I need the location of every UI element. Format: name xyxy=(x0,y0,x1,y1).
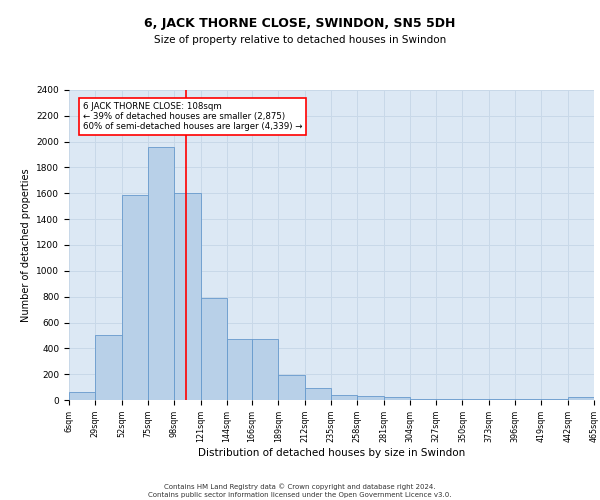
Bar xyxy=(95,336,122,400)
Bar xyxy=(331,396,357,400)
Text: Contains HM Land Registry data © Crown copyright and database right 2024.
Contai: Contains HM Land Registry data © Crown c… xyxy=(148,484,452,498)
Text: Size of property relative to detached houses in Swindon: Size of property relative to detached ho… xyxy=(154,35,446,45)
Bar xyxy=(568,398,594,400)
Bar xyxy=(278,375,305,400)
Bar xyxy=(174,194,200,400)
Y-axis label: Number of detached properties: Number of detached properties xyxy=(21,168,31,322)
Bar xyxy=(383,398,410,400)
Bar xyxy=(148,147,174,400)
Bar xyxy=(227,340,252,400)
Bar xyxy=(122,194,148,400)
Text: 6 JACK THORNE CLOSE: 108sqm
← 39% of detached houses are smaller (2,875)
60% of : 6 JACK THORNE CLOSE: 108sqm ← 39% of det… xyxy=(83,102,302,132)
Bar xyxy=(357,396,383,400)
Bar xyxy=(200,298,227,400)
Bar xyxy=(69,392,95,400)
Bar xyxy=(305,388,331,400)
Bar xyxy=(252,340,278,400)
X-axis label: Distribution of detached houses by size in Swindon: Distribution of detached houses by size … xyxy=(198,448,465,458)
Text: 6, JACK THORNE CLOSE, SWINDON, SN5 5DH: 6, JACK THORNE CLOSE, SWINDON, SN5 5DH xyxy=(145,18,455,30)
